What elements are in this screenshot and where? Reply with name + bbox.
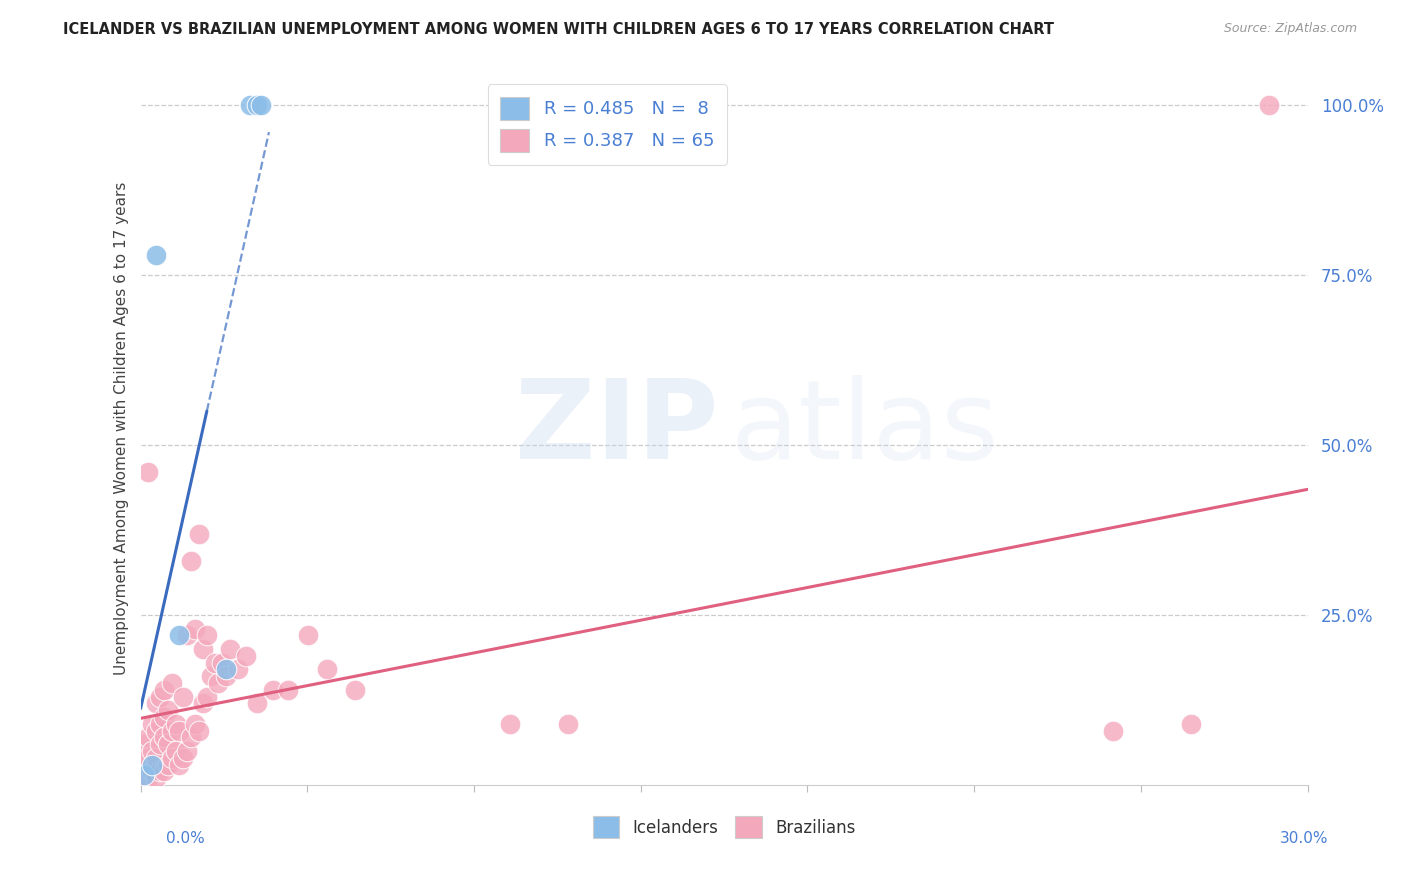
Point — [149, 690, 172, 704]
Point — [169, 757, 191, 772]
Point — [1180, 716, 1202, 731]
Point — [169, 628, 191, 642]
Text: atlas: atlas — [730, 375, 998, 482]
Text: Source: ZipAtlas.com: Source: ZipAtlas.com — [1223, 22, 1357, 36]
Point — [195, 690, 218, 704]
Point — [153, 764, 176, 779]
Point — [172, 751, 194, 765]
Point — [219, 642, 242, 657]
Point — [180, 731, 202, 745]
Point — [1257, 98, 1279, 112]
Point — [226, 662, 249, 676]
Point — [176, 744, 198, 758]
Point — [145, 248, 167, 262]
Point — [149, 737, 172, 751]
Point — [156, 757, 179, 772]
Point — [145, 697, 167, 711]
Point — [215, 669, 238, 683]
Point — [138, 771, 160, 785]
Point — [165, 716, 187, 731]
Point — [153, 731, 176, 745]
Point — [188, 723, 211, 738]
Point — [141, 764, 163, 779]
Point — [172, 690, 194, 704]
Point — [184, 622, 207, 636]
Text: 30.0%: 30.0% — [1281, 831, 1329, 847]
Point — [134, 737, 156, 751]
Point — [204, 656, 226, 670]
Point — [277, 682, 299, 697]
Point — [156, 703, 179, 717]
Point — [141, 757, 163, 772]
Point — [138, 751, 160, 765]
Point — [138, 731, 160, 745]
Point — [145, 751, 167, 765]
Point — [191, 697, 214, 711]
Point — [1102, 723, 1125, 738]
Point — [165, 744, 187, 758]
Y-axis label: Unemployment Among Women with Children Ages 6 to 17 years: Unemployment Among Women with Children A… — [114, 181, 129, 675]
Text: ZIP: ZIP — [515, 375, 718, 482]
Point — [246, 98, 269, 112]
Point — [195, 628, 218, 642]
Point — [145, 771, 167, 785]
Point — [169, 723, 191, 738]
Point — [343, 682, 366, 697]
Point — [160, 723, 183, 738]
Point — [153, 682, 176, 697]
Point — [215, 662, 238, 676]
Point — [134, 771, 156, 785]
Point — [297, 628, 319, 642]
Point — [149, 716, 172, 731]
Point — [138, 466, 160, 480]
Point — [180, 554, 202, 568]
Point — [145, 723, 167, 738]
Point — [184, 716, 207, 731]
Point — [160, 751, 183, 765]
Point — [141, 716, 163, 731]
Point — [188, 526, 211, 541]
Point — [207, 676, 229, 690]
Text: 0.0%: 0.0% — [166, 831, 205, 847]
Point — [211, 656, 233, 670]
Point — [134, 757, 156, 772]
Point — [160, 676, 183, 690]
Point — [156, 737, 179, 751]
Point — [149, 764, 172, 779]
Point — [262, 682, 284, 697]
Point — [238, 98, 260, 112]
Point — [250, 98, 273, 112]
Point — [141, 744, 163, 758]
Point — [246, 697, 269, 711]
Point — [235, 648, 257, 663]
Point — [200, 669, 222, 683]
Point — [134, 768, 156, 782]
Point — [176, 628, 198, 642]
Point — [557, 716, 579, 731]
Point — [191, 642, 214, 657]
Point — [153, 710, 176, 724]
Text: ICELANDER VS BRAZILIAN UNEMPLOYMENT AMONG WOMEN WITH CHILDREN AGES 6 TO 17 YEARS: ICELANDER VS BRAZILIAN UNEMPLOYMENT AMON… — [63, 22, 1054, 37]
Legend: Icelanders, Brazilians: Icelanders, Brazilians — [586, 810, 862, 845]
Point — [316, 662, 339, 676]
Point — [499, 716, 522, 731]
